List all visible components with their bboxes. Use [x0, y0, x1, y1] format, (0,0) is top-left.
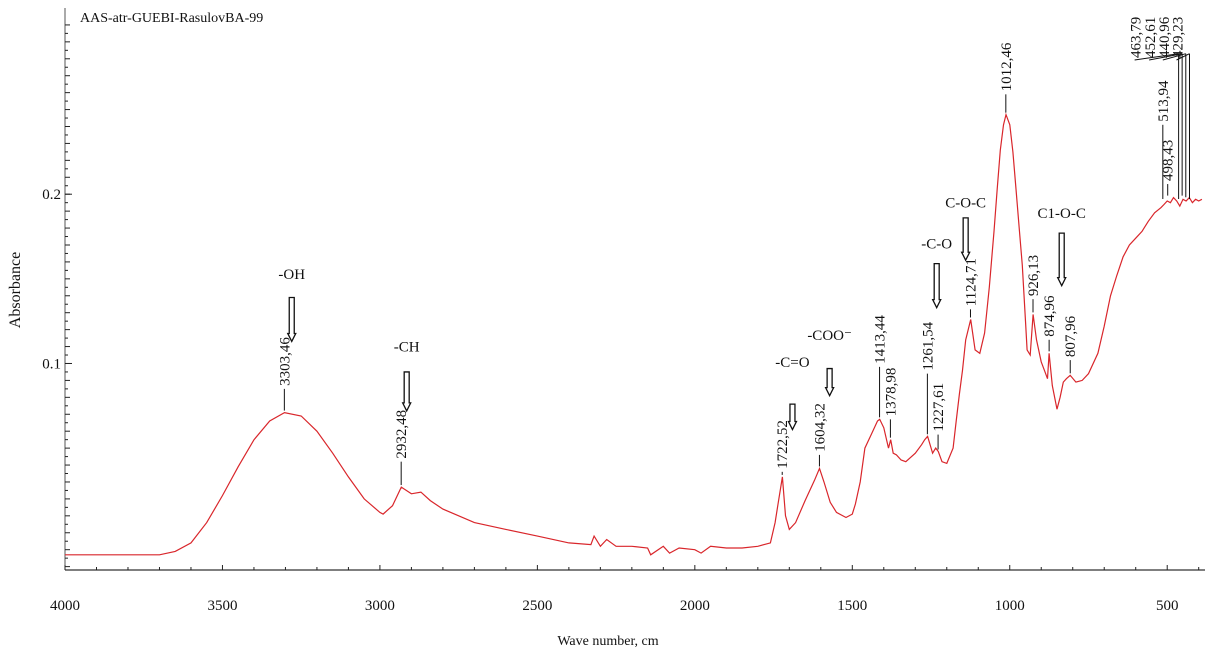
y-tick-label: 0.1	[42, 356, 61, 372]
x-axis-label: Wave number, cm	[557, 634, 658, 649]
functional-group-label: C1-O-C	[1038, 206, 1086, 222]
x-tick-label: 2500	[522, 598, 552, 614]
peak-label: 1261,54	[920, 321, 936, 370]
down-arrow-icon	[824, 367, 835, 398]
peak-label: 429,23	[1170, 17, 1186, 58]
x-tick-label: 3000	[365, 598, 395, 614]
peak-label: 874,96	[1042, 295, 1058, 337]
x-tick-label: 3500	[207, 598, 237, 614]
peak-label: 807,96	[1063, 315, 1079, 357]
annotations: 3303,46 2932,48 1722,52 1604,32 1413,44 1378,…	[277, 16, 1190, 486]
peak-label: 3303,46	[277, 337, 293, 386]
down-arrow-icon	[931, 262, 942, 310]
x-tick-label: 2000	[680, 598, 710, 614]
y-tick-label: 0.2	[42, 187, 61, 203]
peak-label: 463,79	[1129, 17, 1145, 58]
peak-leader-line	[1149, 53, 1183, 61]
spectrum-line	[65, 112, 1203, 556]
chart-title: AAS-atr-GUEBI-RasulovBA-99	[80, 11, 263, 26]
down-arrow-icon	[1056, 232, 1067, 288]
peak-label: 1227,61	[931, 383, 947, 432]
down-arrow-icon	[787, 403, 798, 431]
ticks: 0.1 0.2 4000 3500 3000 2500 2000 1500 1000 500	[42, 24, 1200, 614]
peak-label: 1722,52	[775, 420, 791, 469]
y-axis-label: Absorbance	[7, 252, 24, 328]
x-tick-label: 500	[1156, 598, 1179, 614]
functional-group-label: -OH	[278, 267, 305, 283]
peak-label: 1413,44	[873, 315, 889, 364]
peak-label: 2932,48	[394, 410, 410, 459]
x-tick-label: 1500	[837, 598, 867, 614]
functional-group-label: -COO⁻	[807, 328, 852, 344]
peak-label: 1124,71	[963, 258, 979, 306]
peak-label: 452,61	[1143, 17, 1159, 58]
peak-leader-line	[1162, 53, 1186, 61]
functional-group-label: -C=O	[775, 355, 809, 371]
x-tick-label: 1000	[995, 598, 1025, 614]
axes	[64, 8, 1205, 571]
peak-leader-line	[1134, 53, 1179, 61]
peak-label: 1012,46	[999, 42, 1015, 91]
peak-leader-line	[1176, 53, 1190, 61]
peak-label: 440,96	[1157, 16, 1173, 58]
functional-group-label: -C-O	[921, 236, 952, 252]
functional-group-label: -CH	[394, 340, 420, 356]
peak-label: 498,43	[1161, 140, 1177, 181]
peak-label: 926,13	[1026, 255, 1042, 296]
peak-label: 1604,32	[812, 403, 828, 452]
down-arrow-icon	[401, 371, 412, 413]
down-arrow-icon	[286, 296, 297, 343]
peak-label: 513,94	[1156, 80, 1172, 122]
x-tick-label: 4000	[50, 598, 80, 614]
functional-group-label: C-O-C	[945, 196, 986, 212]
down-arrow-icon	[960, 217, 971, 262]
peak-label: 1378,98	[883, 368, 899, 417]
